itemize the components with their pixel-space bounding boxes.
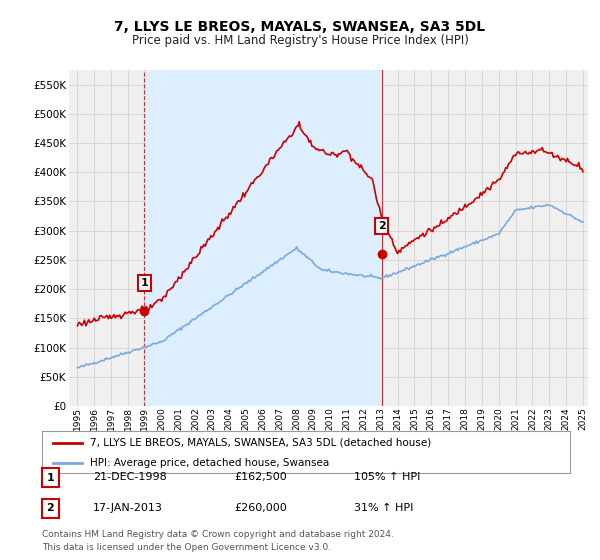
Text: 1: 1 — [140, 278, 148, 288]
Text: Price paid vs. HM Land Registry's House Price Index (HPI): Price paid vs. HM Land Registry's House … — [131, 34, 469, 46]
Text: 17-JAN-2013: 17-JAN-2013 — [93, 503, 163, 513]
Text: 105% ↑ HPI: 105% ↑ HPI — [354, 472, 421, 482]
Text: 1: 1 — [47, 473, 54, 483]
Text: 2: 2 — [378, 221, 385, 231]
Text: 2: 2 — [47, 503, 54, 514]
Text: HPI: Average price, detached house, Swansea: HPI: Average price, detached house, Swan… — [89, 458, 329, 468]
Text: 21-DEC-1998: 21-DEC-1998 — [93, 472, 167, 482]
Text: Contains HM Land Registry data © Crown copyright and database right 2024.: Contains HM Land Registry data © Crown c… — [42, 530, 394, 539]
Text: 7, LLYS LE BREOS, MAYALS, SWANSEA, SA3 5DL (detached house): 7, LLYS LE BREOS, MAYALS, SWANSEA, SA3 5… — [89, 438, 431, 448]
Text: £162,500: £162,500 — [234, 472, 287, 482]
Text: 7, LLYS LE BREOS, MAYALS, SWANSEA, SA3 5DL: 7, LLYS LE BREOS, MAYALS, SWANSEA, SA3 5… — [115, 20, 485, 34]
Bar — [145, 70, 382, 406]
Text: 31% ↑ HPI: 31% ↑ HPI — [354, 503, 413, 513]
Text: This data is licensed under the Open Government Licence v3.0.: This data is licensed under the Open Gov… — [42, 543, 331, 552]
Text: £260,000: £260,000 — [234, 503, 287, 513]
